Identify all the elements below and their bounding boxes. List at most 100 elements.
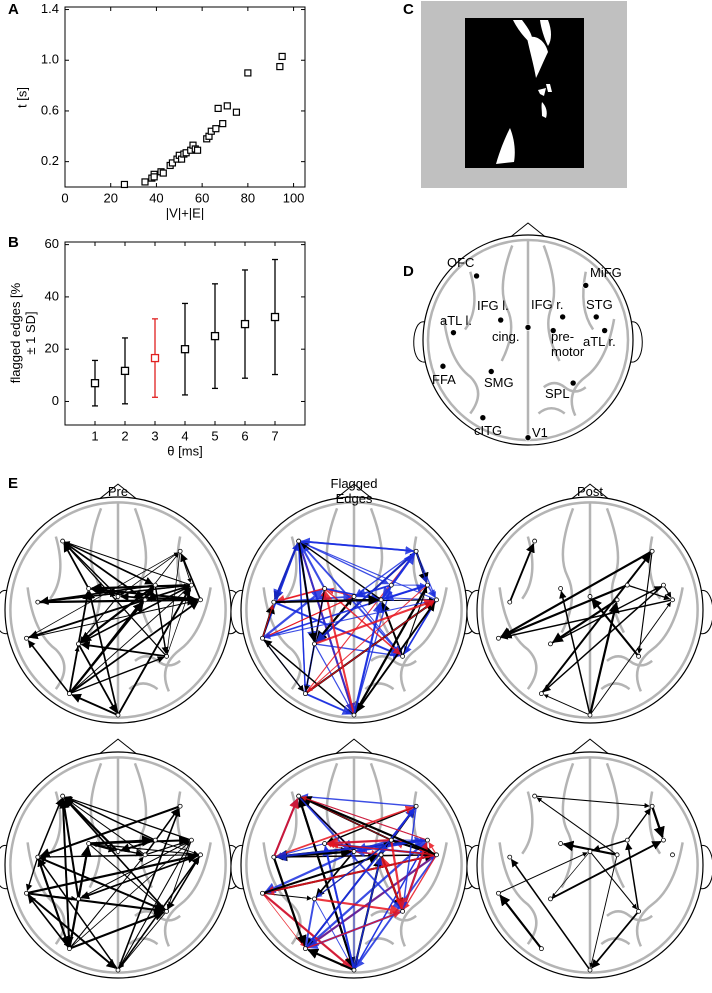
ear: [466, 590, 480, 635]
edge-arrow: [499, 894, 543, 950]
node: [142, 597, 148, 603]
x-tick-label: 4: [181, 428, 188, 443]
node: [86, 586, 92, 591]
edge-arrow: [300, 796, 437, 856]
node: [76, 641, 81, 647]
node: [413, 803, 419, 809]
brain-outline: [9, 756, 227, 974]
edge-arrow: [27, 894, 71, 950]
sulcus: [600, 682, 631, 691]
x-tick-label: 80: [241, 190, 255, 205]
plot-frame: [64, 6, 306, 188]
mean-marker: [210, 331, 220, 341]
node: [558, 586, 564, 591]
edge-arrow: [382, 550, 418, 599]
sulcus: [560, 762, 575, 889]
y-tick-label: 60: [45, 236, 59, 251]
data-point: [168, 159, 177, 167]
node: [303, 691, 308, 697]
edge-arrow: [314, 643, 401, 659]
edge-arrow: [324, 587, 401, 655]
x-tick-label: 40: [149, 190, 163, 205]
node: [378, 597, 384, 603]
edge-arrow: [304, 841, 427, 950]
edge-arrow: [62, 540, 154, 585]
sulcus: [521, 791, 534, 855]
edge-arrow: [80, 839, 192, 898]
node: [434, 597, 439, 603]
y-tick-label: 0.6: [41, 102, 59, 117]
sulcus: [128, 682, 159, 691]
sulcus: [542, 245, 561, 362]
data-point: [141, 178, 149, 186]
node: [296, 793, 302, 799]
edge-arrow: [59, 798, 71, 949]
edge-arrow: [37, 859, 71, 949]
y-axis-label: t [s]: [14, 87, 30, 108]
y-axis-label: flagged edges [% ± 1 SD]: [8, 282, 38, 384]
node: [587, 712, 593, 718]
edge-arrow: [39, 805, 181, 858]
edge-arrow: [79, 596, 119, 643]
node: [189, 582, 194, 588]
node: [115, 849, 121, 854]
node: [351, 967, 357, 973]
sulcus: [88, 762, 103, 889]
node: [60, 793, 66, 799]
edge-arrow: [88, 591, 119, 716]
edge-arrow: [64, 797, 167, 912]
edge-arrow: [300, 542, 382, 601]
mean-marker: [120, 366, 130, 376]
edge-arrow: [588, 601, 620, 716]
edge-arrow: [25, 892, 117, 969]
panel-letter: A: [8, 1, 19, 18]
x-axis-label: |V|+|E|: [166, 205, 204, 220]
electrode: [479, 414, 487, 422]
edge-arrow: [264, 639, 355, 716]
ear: [700, 590, 712, 635]
electrode: [524, 434, 532, 441]
data-point: [232, 108, 241, 116]
edge-arrow: [297, 540, 356, 714]
edge-arrow: [166, 839, 192, 909]
edge-arrow: [626, 808, 651, 841]
node: [177, 803, 183, 809]
edge-arrow: [69, 656, 165, 695]
electrode: [582, 282, 590, 289]
panel-letter: C: [403, 1, 414, 18]
node: [548, 641, 553, 647]
electrode: [524, 324, 532, 331]
edge-arrow: [508, 542, 535, 603]
edge-arrow: [275, 839, 428, 861]
error-bar: [120, 337, 130, 405]
region-label: IFG l.: [477, 298, 509, 313]
edge-arrow: [90, 584, 201, 601]
connections: [261, 793, 438, 972]
sulcus: [163, 587, 212, 692]
node: [322, 841, 328, 846]
edge-arrow: [627, 584, 671, 601]
mean-marker: [240, 319, 250, 329]
sulcus: [542, 381, 587, 393]
node: [507, 599, 513, 605]
sulcus: [606, 655, 653, 667]
node: [388, 582, 394, 588]
sulcus: [442, 318, 480, 415]
edge-arrow: [400, 806, 417, 910]
x-tick-label: 5: [211, 428, 218, 443]
node: [661, 837, 666, 843]
node: [35, 854, 41, 860]
node: [558, 841, 564, 846]
node: [496, 635, 501, 641]
edge-arrow: [591, 910, 640, 969]
node: [400, 653, 405, 659]
data-point: [193, 146, 202, 154]
edge-arrow: [543, 584, 664, 693]
node: [198, 597, 203, 603]
edge-arrow: [65, 541, 192, 586]
data-point: [214, 104, 222, 113]
sulcus: [537, 407, 566, 415]
node: [539, 691, 544, 697]
node: [60, 538, 66, 544]
x-tick-label: 2: [121, 428, 128, 443]
